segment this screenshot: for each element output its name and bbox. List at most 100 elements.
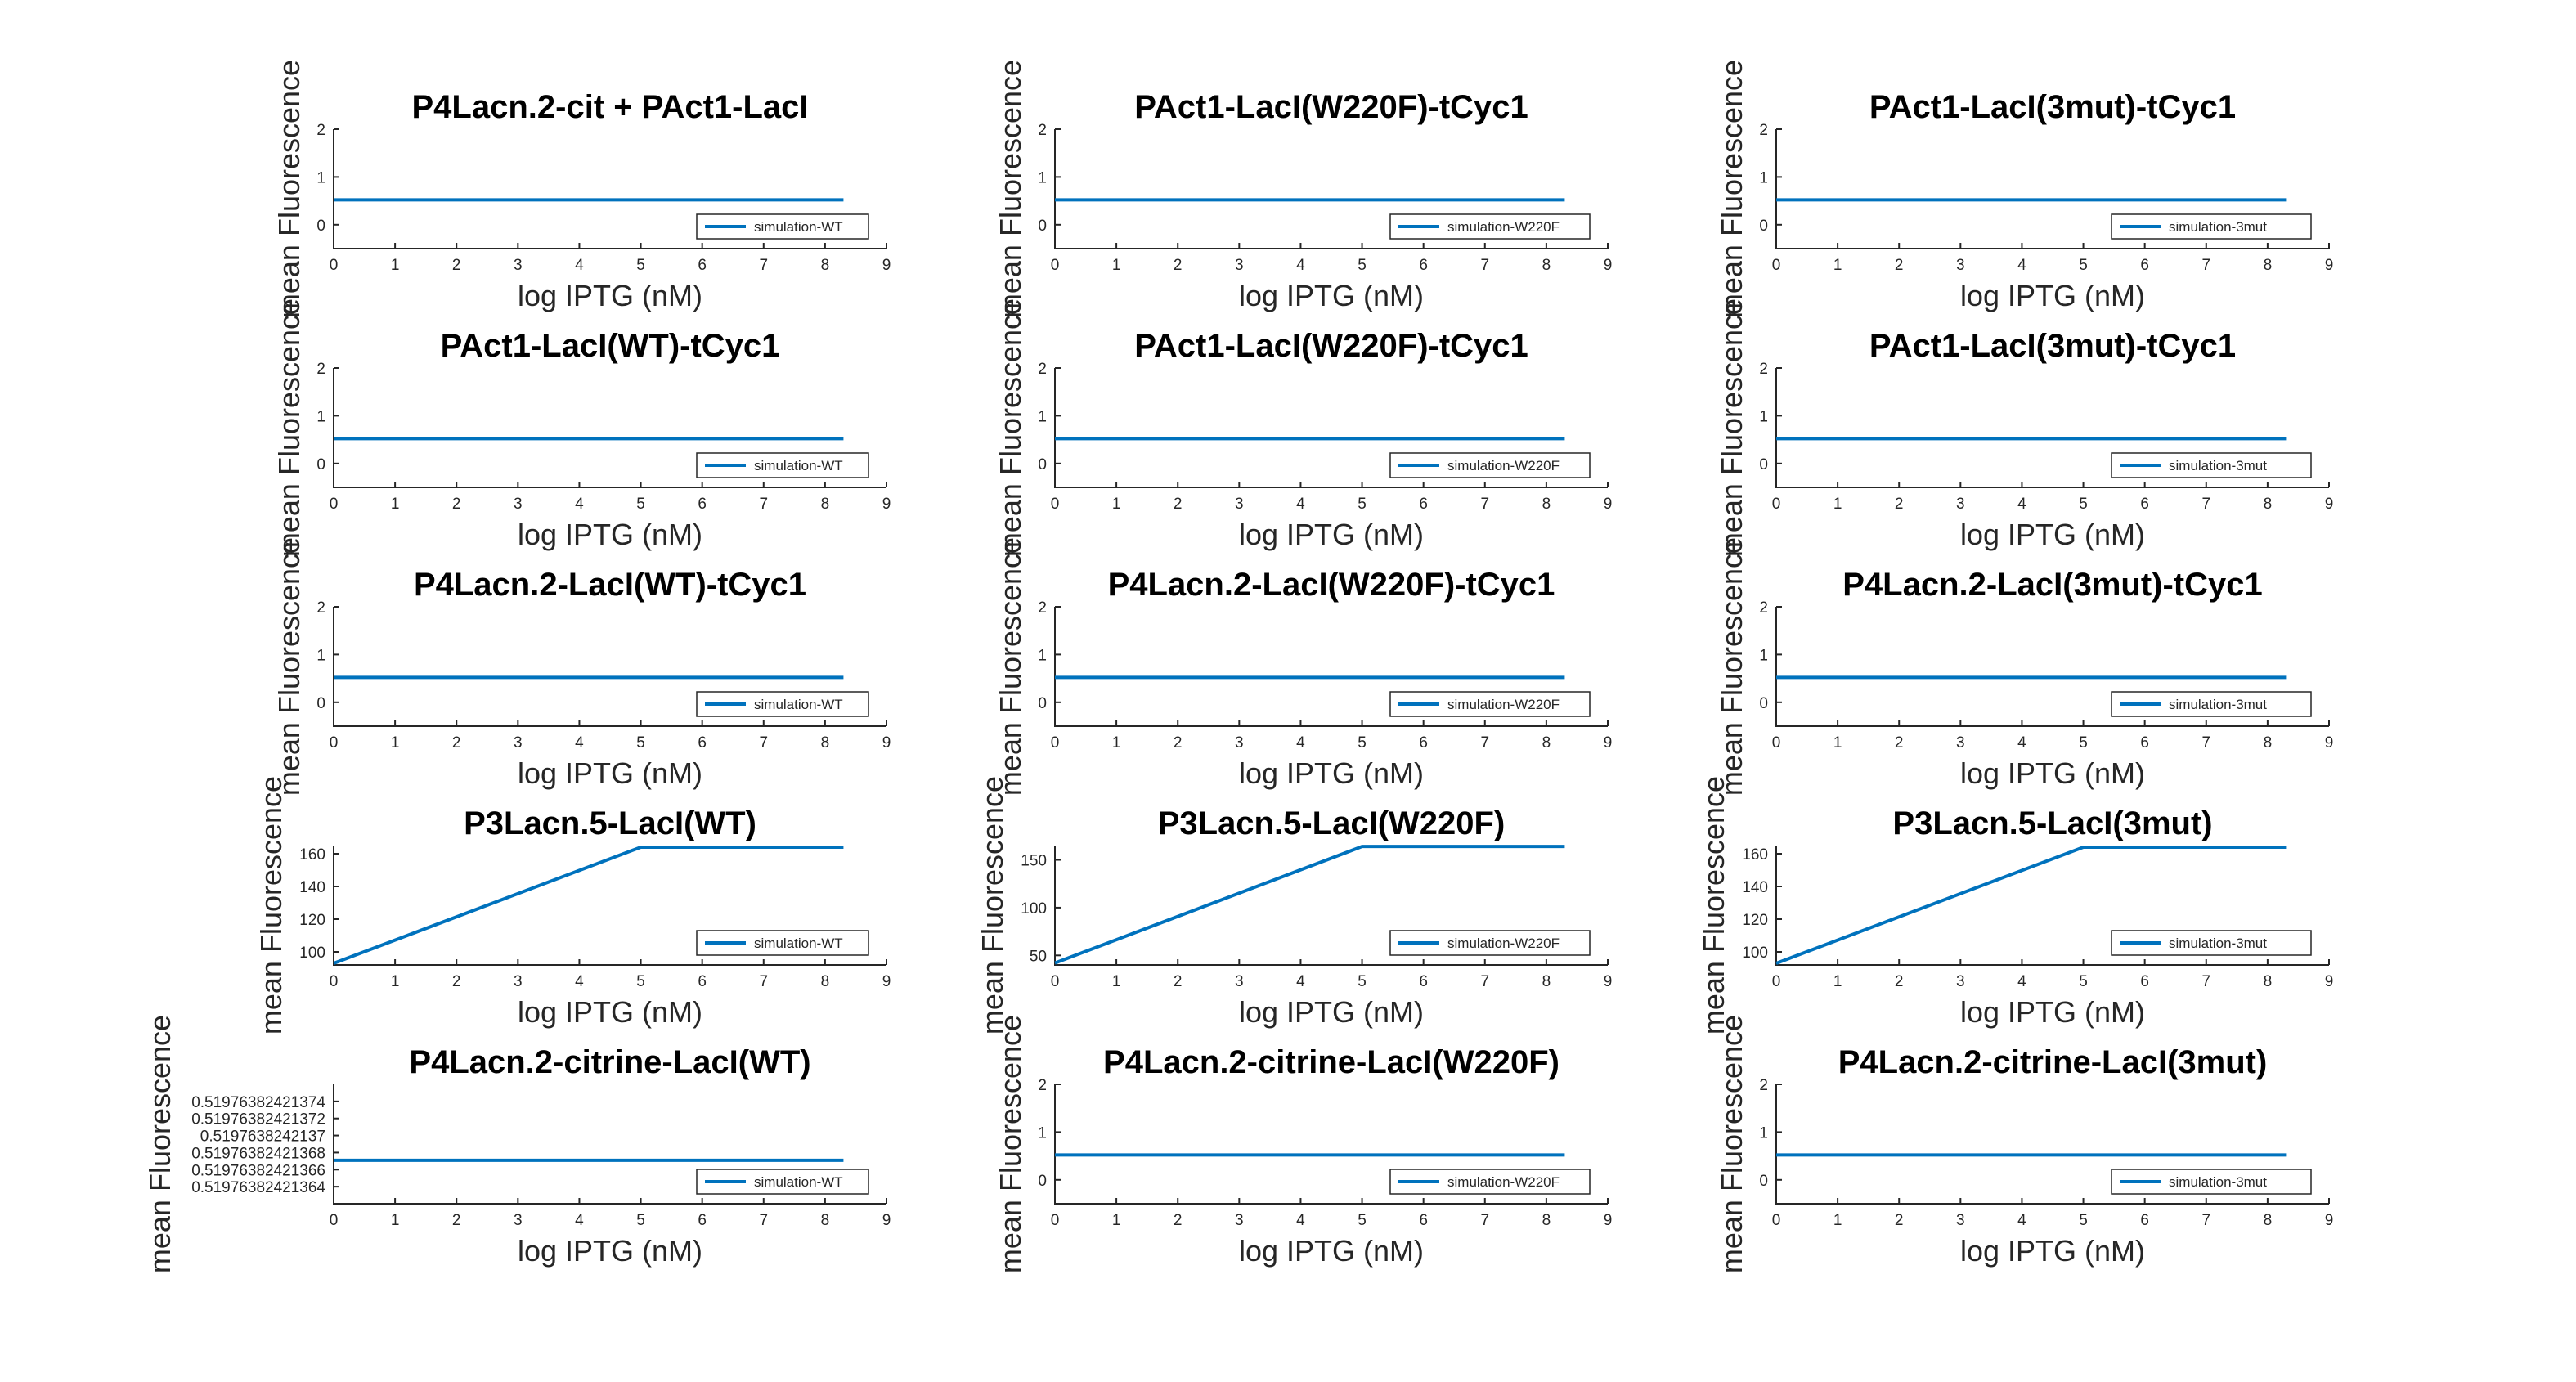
x-tick-label: 7 — [759, 1212, 768, 1229]
x-axis-label: log IPTG (nM) — [518, 756, 702, 790]
legend-entry: simulation-W220F — [1447, 458, 1560, 473]
legend: simulation-W220F — [1389, 930, 1591, 956]
y-tick-label: 50 — [1030, 948, 1047, 965]
x-tick-label: 1 — [1112, 496, 1121, 513]
x-tick-label: 8 — [821, 496, 830, 513]
x-tick-label: 0 — [1772, 973, 1781, 990]
y-axis-label: mean Fluorescence — [994, 537, 1027, 796]
x-tick-label: 0 — [1772, 257, 1781, 274]
y-axis-label: mean Fluorescence — [143, 1015, 177, 1273]
x-tick-label: 5 — [1358, 1212, 1367, 1229]
x-tick-label: 0 — [1051, 973, 1060, 990]
x-tick-label: 8 — [1542, 257, 1551, 274]
series-line — [1054, 845, 1565, 965]
x-tick-label: 3 — [1235, 734, 1244, 752]
x-tick-label: 5 — [1358, 973, 1367, 990]
legend-entry: simulation-WT — [754, 458, 843, 473]
x-tick-label: 0 — [330, 973, 339, 990]
y-tick-label: 1 — [316, 647, 325, 664]
x-tick-label: 2 — [1174, 1212, 1183, 1229]
y-tick-label: 1 — [1759, 169, 1768, 186]
x-tick-label: 9 — [882, 734, 891, 752]
subplot-14: P4Lacn.2-citrine-LacI(W220F) 0 1 2 3 4 5 6 7 8 9 0 1… — [994, 1015, 1612, 1273]
subplot-2: PAct1-LacI(W220F)-tCyc1 0 1 2 3 4 5 6 7 8 9 0 1 2 log … — [994, 60, 1612, 318]
y-tick-label: 0.51976382421374 — [191, 1094, 325, 1111]
x-tick-label: 4 — [575, 973, 584, 990]
y-tick-label: 120 — [1742, 912, 1768, 929]
legend-entry: simulation-WT — [754, 697, 843, 712]
x-tick-label: 1 — [1112, 973, 1121, 990]
x-tick-label: 4 — [1296, 1212, 1305, 1229]
x-tick-label: 6 — [2140, 973, 2149, 990]
x-axis-label: log IPTG (nM) — [1239, 279, 1424, 312]
y-tick-label: 1 — [316, 408, 325, 425]
x-tick-label: 2 — [1174, 496, 1183, 513]
y-axis-label: mean Fluorescence — [272, 537, 306, 796]
x-tick-label: 3 — [1956, 973, 1965, 990]
x-axis-label: log IPTG (nM) — [1239, 995, 1424, 1029]
x-tick-label: 2 — [452, 1212, 461, 1229]
legend-entry: simulation-W220F — [1447, 936, 1560, 951]
x-tick-label: 7 — [1480, 1212, 1489, 1229]
x-axis-label: log IPTG (nM) — [1960, 518, 2145, 551]
subplot-11: P3Lacn.5-LacI(W220F) 0 1 2 3 4 5 6 7 8 9 50 100 150 lo… — [976, 776, 1612, 1034]
y-tick-label: 1 — [1759, 647, 1768, 664]
x-tick-label: 6 — [698, 734, 707, 752]
x-axis-label: log IPTG (nM) — [1239, 518, 1424, 551]
x-tick-label: 0 — [330, 496, 339, 513]
x-tick-label: 3 — [1956, 734, 1965, 752]
x-tick-label: 6 — [2140, 734, 2149, 752]
y-axis-label: mean Fluorescence — [1715, 298, 1748, 557]
subplot-7: P4Lacn.2-LacI(WT)-tCyc1 0 1 2 3 4 5 6 7 8 9 0 1 2 log … — [272, 537, 891, 796]
x-tick-label: 8 — [821, 257, 830, 274]
x-tick-label: 3 — [514, 734, 523, 752]
x-tick-label: 0 — [1772, 734, 1781, 752]
legend: simulation-3mut — [2111, 691, 2312, 717]
x-tick-label: 6 — [698, 1212, 707, 1229]
x-tick-label: 7 — [1480, 734, 1489, 752]
x-tick-label: 3 — [514, 496, 523, 513]
x-tick-label: 0 — [1051, 257, 1060, 274]
y-tick-label: 2 — [316, 361, 325, 378]
x-tick-label: 3 — [514, 1212, 523, 1229]
subplot-title: PAct1-LacI(3mut)-tCyc1 — [1869, 328, 2236, 364]
x-tick-label: 4 — [575, 496, 584, 513]
x-tick-label: 9 — [2325, 973, 2334, 990]
x-tick-label: 2 — [1174, 973, 1183, 990]
x-axis-label: log IPTG (nM) — [1960, 995, 2145, 1029]
x-tick-label: 4 — [2017, 1212, 2026, 1229]
x-tick-label: 5 — [636, 1212, 645, 1229]
x-tick-label: 5 — [1358, 496, 1367, 513]
subplot-4: PAct1-LacI(WT)-tCyc1 0 1 2 3 4 5 6 7 8 9 0 1 2 log IPT… — [272, 298, 891, 557]
x-tick-label: 9 — [2325, 734, 2334, 752]
x-tick-label: 8 — [2264, 734, 2273, 752]
x-tick-label: 7 — [759, 496, 768, 513]
x-tick-label: 8 — [1542, 973, 1551, 990]
subplot-3: PAct1-LacI(3mut)-tCyc1 0 1 2 3 4 5 6 7 8 9 0 1 2 log I… — [1715, 60, 2333, 318]
x-tick-label: 1 — [391, 734, 400, 752]
x-tick-label: 0 — [1772, 496, 1781, 513]
subplot-title: P4Lacn.2-cit + PAct1-LacI — [412, 89, 809, 125]
x-axis-label: log IPTG (nM) — [1960, 756, 2145, 790]
legend: simulation-3mut — [2111, 213, 2312, 240]
legend: simulation-WT — [696, 930, 869, 956]
x-tick-label: 2 — [1174, 734, 1183, 752]
x-tick-label: 3 — [1235, 496, 1244, 513]
x-tick-label: 5 — [636, 734, 645, 752]
x-tick-label: 8 — [821, 734, 830, 752]
x-tick-label: 6 — [1419, 734, 1428, 752]
x-tick-label: 2 — [1895, 496, 1904, 513]
x-tick-label: 1 — [1112, 1212, 1121, 1229]
legend: simulation-WT — [696, 691, 869, 717]
y-tick-label: 100 — [299, 945, 325, 962]
x-axis-label: log IPTG (nM) — [1239, 1234, 1424, 1268]
subplot-10: P3Lacn.5-LacI(WT) 0 1 2 3 4 5 6 7 8 9 100 120 140 160 l… — [254, 776, 891, 1034]
y-tick-label: 0.51976382421368 — [191, 1145, 325, 1162]
subplot-title: P3Lacn.5-LacI(W220F) — [1158, 805, 1506, 841]
x-tick-label: 8 — [2264, 257, 2273, 274]
y-tick-label: 2 — [1759, 122, 1768, 139]
x-tick-label: 5 — [2079, 973, 2088, 990]
x-tick-label: 1 — [1833, 1212, 1842, 1229]
x-tick-label: 3 — [1956, 496, 1965, 513]
